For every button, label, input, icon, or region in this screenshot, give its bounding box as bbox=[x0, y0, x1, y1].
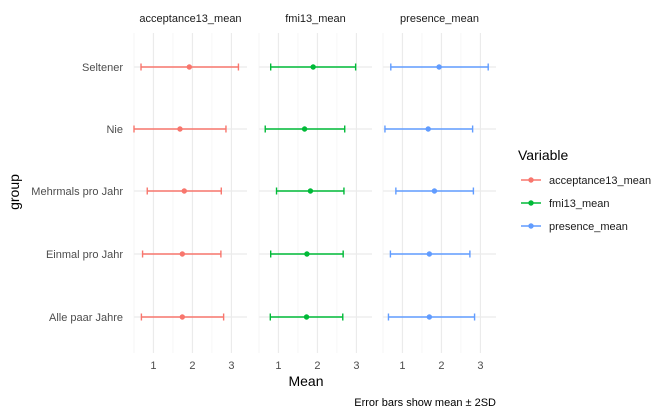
y-tick-label: Seltener bbox=[82, 62, 123, 74]
x-tick-label: 1 bbox=[150, 360, 156, 372]
x-tick-label: 3 bbox=[353, 360, 359, 372]
mean-point bbox=[181, 188, 187, 194]
chart-caption: Error bars show mean ± 2SD bbox=[354, 397, 496, 409]
mean-point bbox=[307, 188, 314, 194]
mean-point bbox=[177, 126, 183, 132]
legend-title: Variable bbox=[518, 147, 569, 163]
x-tick-label: 2 bbox=[314, 360, 320, 372]
legend-label: fmi13_mean bbox=[549, 198, 610, 210]
y-tick-label: Nie bbox=[106, 124, 123, 136]
facet-panel-acceptance13_mean: acceptance13_mean 1 2 3 bbox=[133, 13, 247, 372]
facet-strip-label: presence_mean bbox=[400, 13, 479, 25]
legend-item: acceptance13_mean bbox=[521, 175, 651, 187]
mean-point bbox=[304, 251, 310, 257]
legend-item: fmi13_mean bbox=[521, 198, 610, 210]
mean-point bbox=[436, 64, 442, 70]
mean-point bbox=[179, 314, 186, 320]
facet-strip-label: acceptance13_mean bbox=[139, 13, 241, 25]
legend: Variable acceptance13_mean fmi13_meanprese… bbox=[518, 147, 651, 233]
x-tick-label: 3 bbox=[477, 360, 483, 372]
x-tick-label: 1 bbox=[399, 360, 405, 372]
legend-key-point bbox=[528, 223, 534, 229]
y-tick-label: Mehrmals pro Jahr bbox=[31, 186, 123, 198]
mean-point bbox=[426, 251, 433, 257]
mean-point bbox=[310, 64, 316, 70]
x-tick-label: 1 bbox=[275, 360, 281, 372]
x-tick-label: 2 bbox=[438, 360, 444, 372]
y-tick-label: Einmal pro Jahr bbox=[46, 249, 123, 261]
legend-key-point bbox=[528, 200, 534, 206]
x-tick-label: 3 bbox=[228, 360, 234, 372]
facet-panel-presence_mean: presence_mean 1 2 3 bbox=[382, 13, 496, 372]
mean-point bbox=[431, 188, 438, 194]
mean-point bbox=[301, 126, 308, 132]
legend-item: presence_mean bbox=[521, 221, 628, 233]
mean-point bbox=[426, 314, 433, 320]
legend-label: presence_mean bbox=[549, 221, 628, 233]
facet-panel-fmi13_mean: fmi13_mean 1 2 3 bbox=[258, 13, 372, 372]
mean-point bbox=[186, 64, 193, 70]
mean-point bbox=[179, 251, 186, 257]
facet-strip-label: fmi13_mean bbox=[285, 13, 346, 25]
y-tick-label: Alle paar Jahre bbox=[49, 312, 123, 324]
mean-point bbox=[303, 314, 310, 320]
y-axis-title: group bbox=[6, 174, 22, 210]
mean-point bbox=[425, 126, 431, 132]
legend-label: acceptance13_mean bbox=[549, 175, 651, 187]
x-axis-title: Mean bbox=[288, 373, 323, 389]
y-tick-labels: Seltener Nie Mehrmals pro Jahr Einmal pro J… bbox=[31, 62, 123, 324]
x-tick-label: 2 bbox=[189, 360, 195, 372]
legend-key-point bbox=[528, 177, 534, 183]
